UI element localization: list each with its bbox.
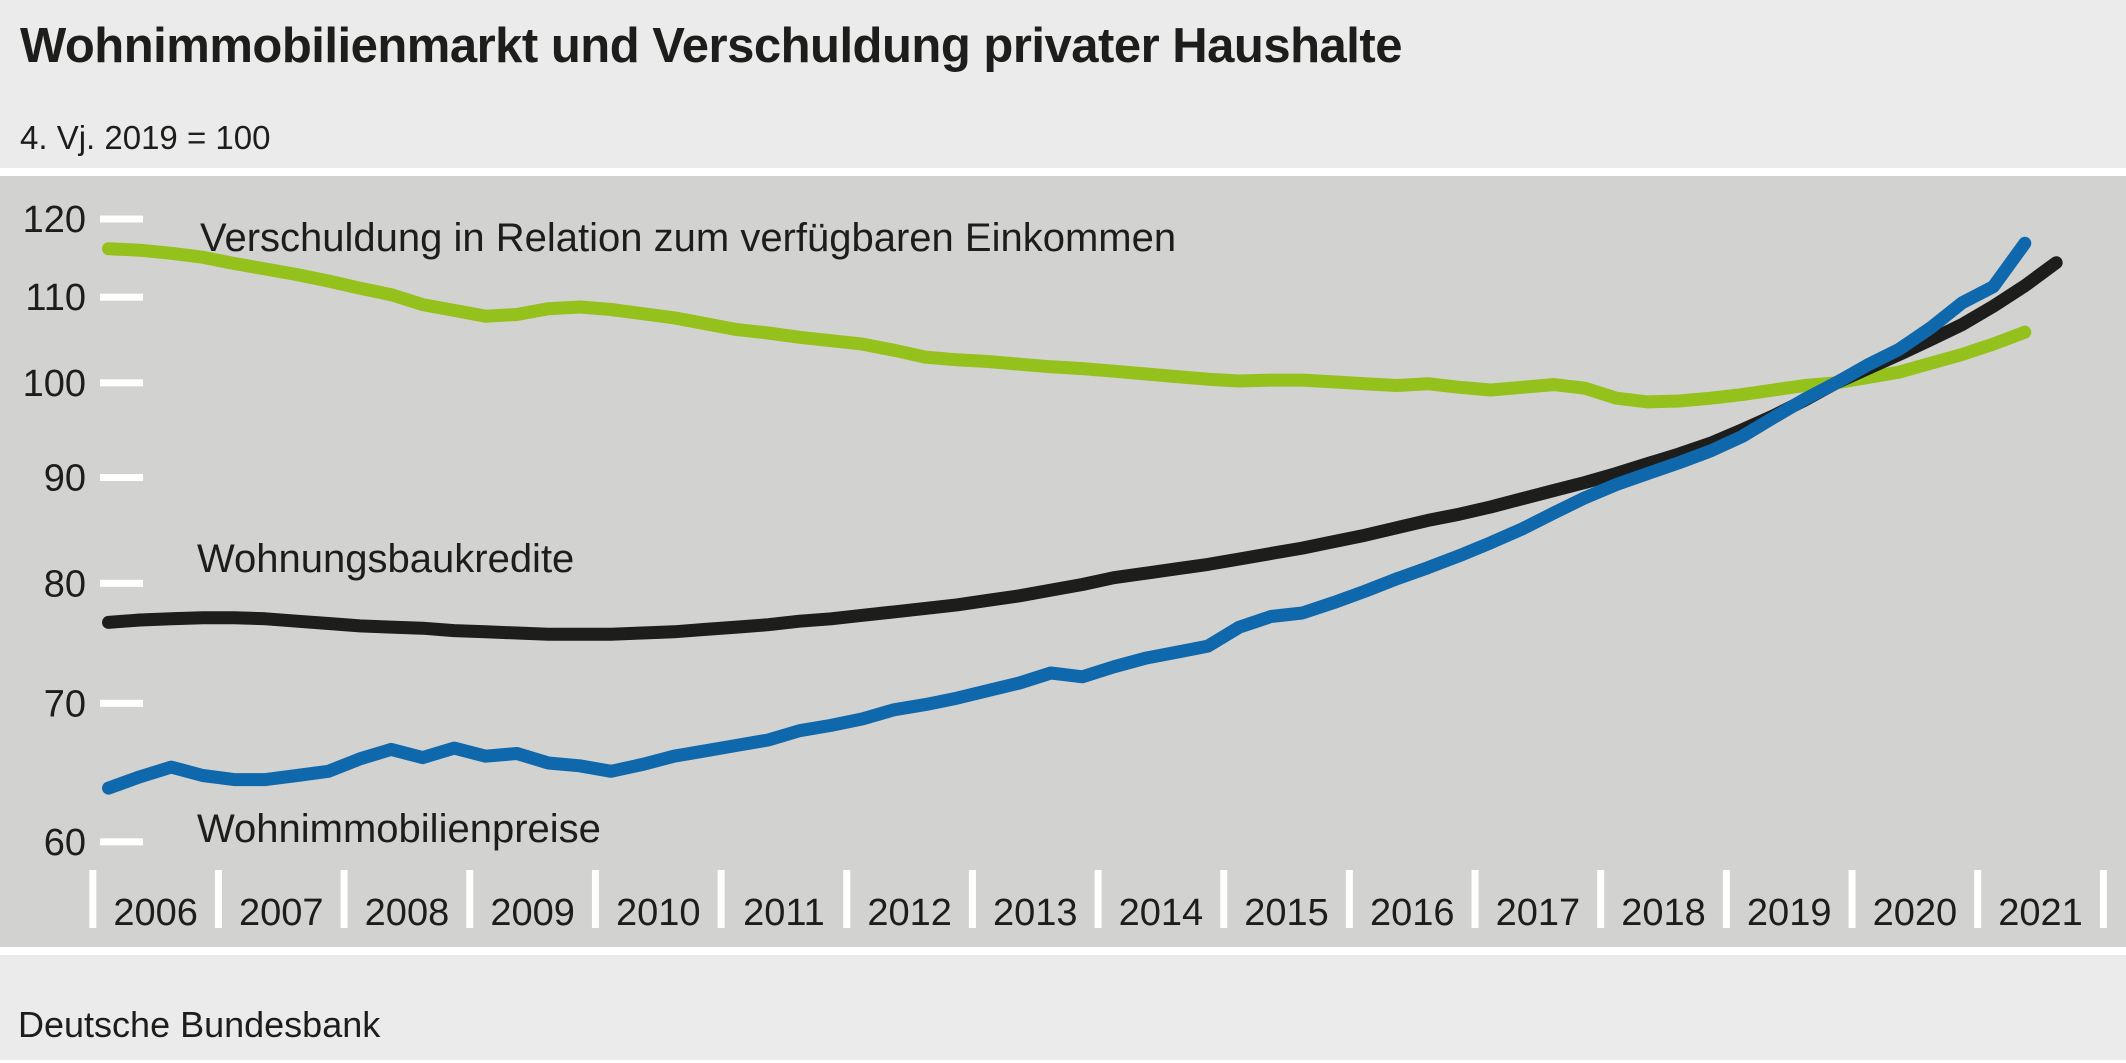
x-tick xyxy=(717,870,725,928)
y-tick xyxy=(100,215,143,223)
x-axis-label: 2011 xyxy=(743,892,825,934)
x-axis-label: 2010 xyxy=(616,892,701,934)
x-tick xyxy=(1471,870,1479,928)
x-axis-label: 2007 xyxy=(239,892,324,934)
series-label-wohnimmobilienpreise: Wohnimmobilienpreise xyxy=(197,807,601,851)
y-axis-label: 70 xyxy=(44,683,86,725)
series-label-wohnungsbaukredite: Wohnungsbaukredite xyxy=(197,537,574,581)
y-axis-label: 100 xyxy=(23,363,86,405)
chart-geometry: 120 110 100 90 80 70 60 2006 2007 2008 2009 2010 201… xyxy=(0,168,2126,1063)
y-tick xyxy=(100,473,143,481)
x-axis-label: 2014 xyxy=(1119,892,1204,934)
y-axis-label: 80 xyxy=(44,563,86,605)
x-axis-label: 2020 xyxy=(1873,892,1958,934)
y-axis-label: 90 xyxy=(44,457,86,499)
x-axis-label: 2019 xyxy=(1747,892,1832,934)
y-axis-label: 110 xyxy=(25,277,86,319)
y-axis-label: 60 xyxy=(44,822,86,864)
x-axis-label: 2013 xyxy=(993,892,1078,934)
y-tick xyxy=(100,293,143,301)
series-line-0 xyxy=(102,242,2032,409)
x-tick xyxy=(466,870,474,928)
bottom-rule xyxy=(0,1060,2126,1063)
y-tick xyxy=(100,838,143,846)
x-tick xyxy=(214,870,222,928)
y-tick xyxy=(100,699,143,707)
x-tick xyxy=(2099,870,2107,928)
x-axis-label: 2021 xyxy=(1998,892,2083,934)
y-axis-label: 120 xyxy=(23,199,86,241)
x-axis-label: 2008 xyxy=(365,892,450,934)
y-tick xyxy=(100,579,143,587)
source-label: Deutsche Bundesbank xyxy=(18,1004,381,1045)
x-axis-label: 2015 xyxy=(1244,892,1329,934)
x-tick xyxy=(1848,870,1856,928)
x-axis-label: 2017 xyxy=(1496,892,1581,934)
series-line-2 xyxy=(102,236,2032,795)
series-label-verschuldung: Verschuldung in Relation zum verfügbaren… xyxy=(200,216,1176,260)
x-tick xyxy=(1974,870,1982,928)
x-tick xyxy=(968,870,976,928)
x-tick xyxy=(1094,870,1102,928)
x-axis-label: 2012 xyxy=(867,892,952,934)
x-tick xyxy=(843,870,851,928)
x-axis-label: 2018 xyxy=(1621,892,1706,934)
y-tick xyxy=(100,379,143,387)
x-axis-label: 2009 xyxy=(490,892,575,934)
x-tick xyxy=(1722,870,1730,928)
x-axis-label: 2016 xyxy=(1370,892,1455,934)
x-tick xyxy=(89,870,97,928)
x-tick xyxy=(340,870,348,928)
x-tick xyxy=(1597,870,1605,928)
x-tick xyxy=(1345,870,1353,928)
x-tick xyxy=(591,870,599,928)
plot-area xyxy=(0,176,2126,947)
page-title: Wohnimmobilienmarkt und Verschuldung pri… xyxy=(20,19,1402,73)
x-tick xyxy=(1220,870,1228,928)
chart-subtitle: 4. Vj. 2019 = 100 xyxy=(20,119,271,156)
x-axis-label: 2006 xyxy=(113,892,198,934)
